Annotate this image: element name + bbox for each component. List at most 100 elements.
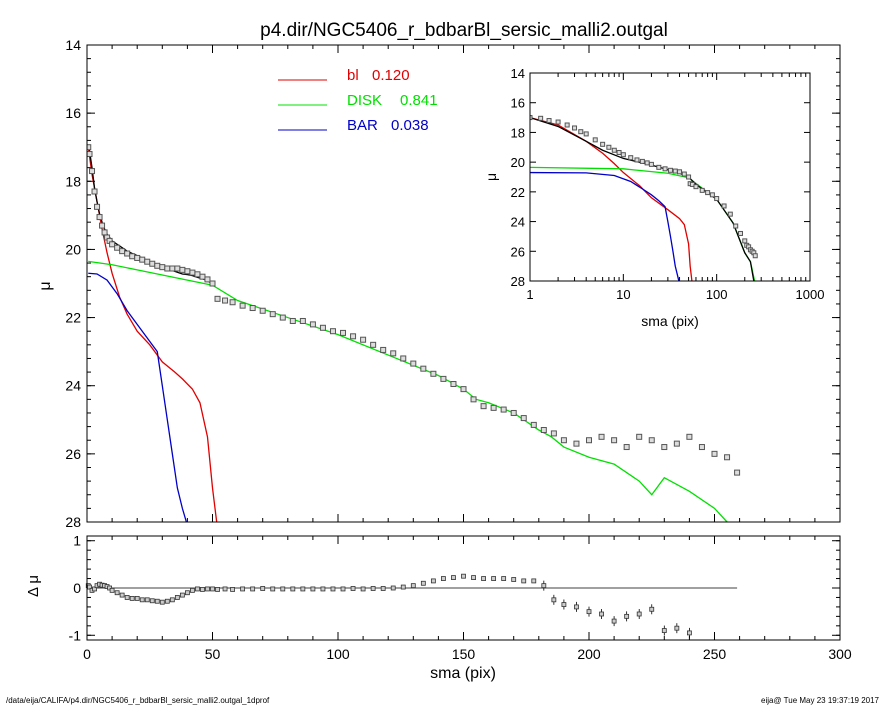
res-data-point [159, 599, 165, 605]
main-ytick-label-24: 24 [65, 378, 81, 394]
inset-xlabel: sma (pix) [641, 313, 699, 329]
inset-line-bar [530, 171, 680, 281]
res-xtick-label-250: 250 [703, 646, 727, 662]
main-data-point [222, 297, 229, 304]
main-data-point [114, 244, 121, 251]
res-data-point [541, 583, 547, 589]
footer-filepath: /data/eija/CALIFA/p4.dir/NGC5406_r_bdbar… [6, 696, 270, 705]
main-ytick-label-18: 18 [65, 173, 81, 189]
res-data-point [109, 587, 115, 593]
res-data-point [461, 573, 466, 579]
res-data-point [400, 584, 406, 590]
main-data-point [623, 444, 630, 451]
inset-data-point [662, 166, 668, 172]
res-xtick-label-0: 0 [83, 646, 91, 662]
main-data-point [94, 203, 101, 210]
main-data-point [350, 333, 357, 340]
res-data-point [119, 592, 125, 598]
inset-data-point [616, 149, 622, 155]
res-data-point [501, 576, 507, 581]
inset-data-point [611, 147, 617, 153]
inset-data-point [538, 115, 544, 121]
res-data-point [624, 613, 630, 619]
res-data-point [240, 586, 246, 592]
inset-ytick-label-28: 28 [511, 274, 525, 289]
main-grid: 14 16 18 20 22 24 26 28 [65, 37, 841, 530]
inset-data-point [727, 211, 733, 217]
inset-data-point [705, 190, 711, 196]
inset-data-point [634, 157, 640, 163]
inset-ytick-label-14: 14 [511, 66, 525, 81]
main-data-point [711, 450, 718, 457]
res-data-point [190, 587, 195, 593]
main-data-point [598, 433, 605, 440]
res-data-point [521, 578, 527, 584]
res-ytick-label--1: -1 [69, 627, 82, 643]
res-data-point [481, 576, 486, 581]
main-data-point [490, 404, 497, 411]
res-data-point [340, 586, 346, 592]
res-xtick-label-200: 200 [577, 646, 601, 662]
res-data-point [599, 611, 604, 617]
main-data-point [89, 168, 96, 175]
inset-data-point [709, 192, 715, 198]
res-data-point [92, 586, 97, 592]
main-data-point [309, 321, 316, 328]
res-xtick-label-50: 50 [205, 646, 221, 662]
legend-label-bar: BAR [347, 117, 378, 134]
main-data-point [440, 375, 447, 382]
main-series [87, 144, 741, 522]
res-data-point [260, 586, 266, 591]
residual-ylabel: Δ μ [25, 575, 42, 597]
main-data-point [109, 241, 116, 248]
res-data-point [184, 590, 190, 596]
res-data-point [451, 575, 456, 580]
res-data-point [410, 583, 416, 589]
res-data-point [350, 586, 356, 591]
inset-data-point [644, 160, 650, 166]
main-data-point [470, 396, 477, 403]
main-data-point [430, 370, 437, 377]
res-data-point [661, 628, 667, 633]
res-data-point [649, 606, 655, 612]
main-data-point [698, 444, 705, 451]
res-data-point [200, 587, 205, 592]
chart-title: p4.dir/NGC5406_r_bdbarBl_sersic_malli2.o… [260, 20, 668, 41]
main-data-point [510, 409, 517, 416]
main-data-point [119, 248, 126, 255]
legend-value-bl: 0.120 [372, 67, 410, 84]
main-data-point [129, 253, 136, 260]
inset-ytick-label-20: 20 [511, 155, 525, 170]
main-plot-frame [86, 44, 841, 523]
inset-data-point [606, 144, 612, 150]
inset-data-point [667, 167, 673, 173]
main-ytick-label-26: 26 [65, 446, 81, 462]
res-data-point [370, 586, 376, 591]
main-ytick-label-14: 14 [65, 37, 81, 53]
main-data-point [87, 151, 93, 158]
legend-label-bl: bl [347, 67, 359, 84]
main-data-point [259, 307, 266, 314]
main-data-point [249, 305, 256, 312]
residual-plot: 10-10 50 100 150 200 250 300 Δ μ sma (pix) [25, 533, 852, 682]
res-data-point [531, 578, 537, 584]
res-data-point [330, 586, 336, 592]
inset-data-point [714, 196, 720, 202]
main-data-point [134, 254, 141, 261]
residual-plot-frame [86, 535, 841, 641]
main-data-point [611, 437, 618, 444]
res-data-point [87, 584, 92, 590]
inset-data-point [530, 115, 533, 121]
res-xtick-label-300: 300 [828, 646, 852, 662]
main-data-point [661, 444, 668, 451]
main-data-point [420, 365, 427, 372]
inset-data-point [699, 187, 705, 193]
inset-plot: 14 16 18 20 22 24 26 281 10 100 1000 μ sma (pix) [483, 66, 824, 329]
res-data-point [674, 625, 680, 631]
res-data-point [441, 576, 446, 581]
main-data-point [194, 271, 201, 278]
main-data-point [204, 276, 211, 283]
main-data-point [410, 360, 417, 367]
main-data-point [636, 433, 643, 440]
